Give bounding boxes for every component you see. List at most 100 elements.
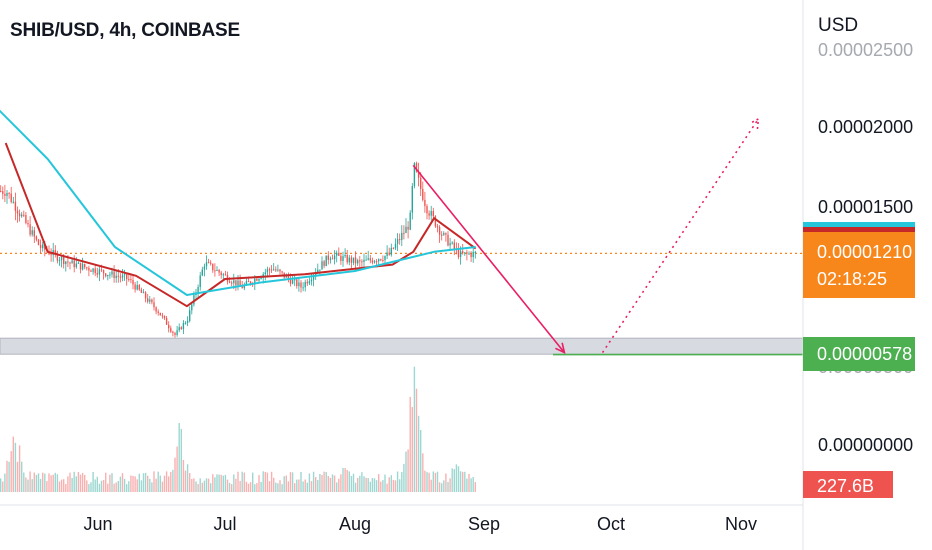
candle-body [420, 177, 422, 189]
moving-averages [0, 109, 477, 308]
candle-body [50, 254, 52, 256]
candle-body [279, 269, 281, 272]
volume-bar [23, 472, 25, 492]
volume-bar [279, 480, 281, 492]
candle-body [6, 192, 8, 196]
candle-body [357, 260, 359, 264]
volume-bar [10, 451, 12, 492]
currency-label[interactable]: USD [818, 15, 859, 36]
volume-bar [180, 428, 182, 492]
volume-bar [327, 475, 329, 492]
volume-bar [58, 481, 61, 492]
volume-bar [46, 481, 48, 492]
candle-body [378, 259, 380, 262]
price-tick: 0.00001500 [818, 197, 914, 217]
volume-bar [298, 479, 300, 492]
volume-bar [300, 472, 302, 492]
candle-body [2, 191, 4, 194]
volume-bar [96, 476, 98, 492]
volume-bar [144, 472, 147, 492]
volume-bar [4, 473, 6, 492]
candle-body [90, 270, 92, 272]
candle-body [352, 257, 355, 263]
candle-body [462, 251, 464, 254]
candle-body [380, 259, 382, 261]
volume-bar [48, 473, 50, 492]
candle-body [386, 252, 388, 257]
candle-body [132, 279, 134, 285]
volume-bar [186, 464, 189, 492]
candle-body [84, 263, 86, 268]
candle-body [275, 269, 277, 271]
volume-bar [102, 479, 105, 492]
candle-body [172, 331, 174, 333]
candle-body [111, 271, 113, 275]
volume-bar [201, 482, 203, 492]
volume-bar [189, 473, 191, 492]
candle-body [340, 255, 342, 261]
volume-bar [283, 476, 285, 492]
candle-body [443, 233, 445, 235]
volume-bar [378, 474, 380, 492]
volume-bar [241, 471, 243, 492]
candle-body [300, 282, 302, 288]
volume-bar [394, 480, 397, 492]
candle-body [401, 232, 403, 240]
candle-body [165, 317, 168, 325]
volume-bar [214, 477, 216, 492]
volume-bar [468, 473, 470, 492]
candle-body [289, 278, 292, 284]
volume-bar [170, 471, 172, 492]
candle-body [470, 253, 472, 258]
volume-bar [138, 473, 140, 492]
candle-body [60, 256, 63, 261]
volume-bar [86, 480, 88, 492]
volume-bar [401, 472, 403, 492]
volume-bar [447, 481, 449, 492]
price-tick: 0.00000000 [818, 435, 914, 455]
candle-body [23, 214, 25, 216]
candle-body [136, 285, 138, 290]
candle-body [302, 287, 304, 289]
candle-body [71, 260, 73, 264]
volume-bar [392, 479, 395, 492]
volume-bar [273, 477, 275, 492]
candle-body [453, 242, 455, 249]
volume-bar [375, 480, 378, 492]
volume-bar [308, 473, 311, 492]
candle-body [451, 242, 453, 244]
candle-body [422, 188, 424, 200]
volume-bar [205, 478, 208, 492]
drawings[interactable] [412, 117, 803, 356]
volume-bar [233, 474, 235, 492]
volume-bar [195, 481, 197, 492]
volume-bar [44, 473, 46, 492]
moving-average-line [0, 109, 476, 296]
candle-body [182, 323, 185, 330]
volume-bar [390, 475, 392, 492]
candle-body [37, 239, 40, 245]
candle-body [174, 332, 176, 335]
volume-bar [119, 476, 122, 492]
candle-body [163, 315, 166, 318]
volume-bar [140, 480, 143, 492]
volume-bar [464, 471, 466, 492]
candle-body [405, 226, 407, 234]
volume-bar [422, 453, 424, 492]
volume-bar [352, 473, 355, 492]
candle-body [354, 257, 357, 264]
volume-bar [27, 479, 29, 492]
candle-body [371, 260, 374, 263]
volume-bar [457, 466, 460, 492]
volume-bar [417, 415, 420, 492]
volume-bar [310, 481, 313, 492]
candle-body [201, 269, 203, 276]
volume-bar [294, 483, 296, 492]
volume-bar [8, 461, 10, 492]
volume-bar [226, 479, 229, 492]
candle-body [77, 262, 80, 264]
candle-body [426, 206, 428, 214]
volume-bar [363, 476, 365, 492]
volume-bar [132, 475, 134, 492]
